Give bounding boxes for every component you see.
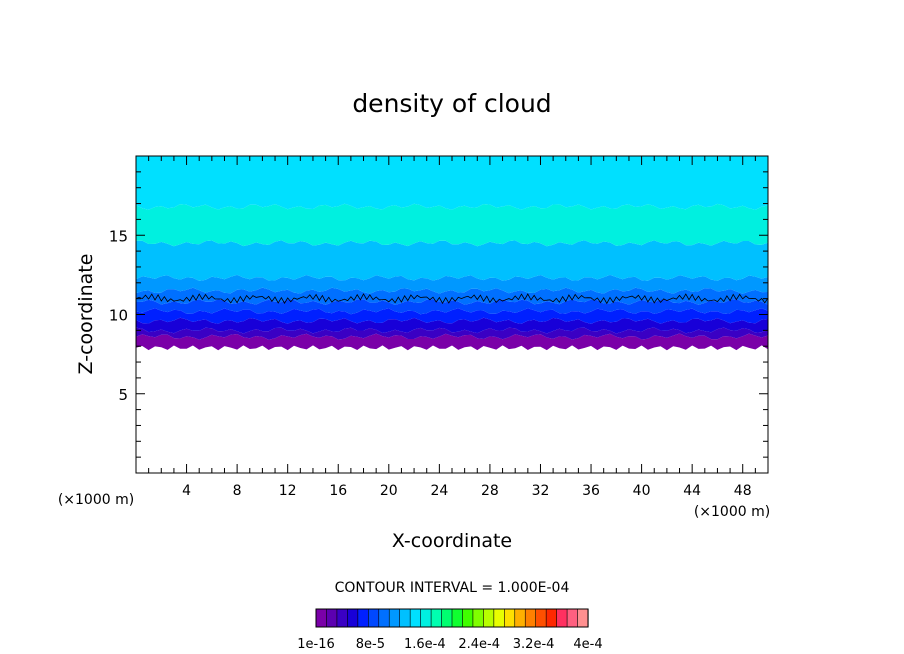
cloud-layer-band xyxy=(136,287,768,305)
colorbar-label: 1e-16 xyxy=(297,637,335,652)
contour-interval-label: CONTOUR INTERVAL = 1.000E-04 xyxy=(335,580,570,596)
x-tick-label: 36 xyxy=(582,483,600,499)
colorbar-swatch xyxy=(545,608,558,628)
x-tick-label: 44 xyxy=(683,483,701,499)
x-tick-label: 48 xyxy=(734,483,752,499)
x-tick-label: 24 xyxy=(430,483,448,499)
cloud-layer-band xyxy=(136,327,768,340)
cloud-layer-band xyxy=(136,240,768,281)
colorbar-label: 8e-5 xyxy=(356,637,385,652)
colorbar-swatch xyxy=(399,608,411,628)
colorbar-swatch xyxy=(462,608,474,628)
cloud-layer-band xyxy=(136,203,768,247)
x-tick-label: 28 xyxy=(481,483,499,499)
colorbar-swatch xyxy=(420,608,432,628)
y-tick-label: 10 xyxy=(109,307,128,325)
x-unit-label: (×1000 m) xyxy=(694,504,770,520)
colorbar-swatch xyxy=(504,608,516,628)
cloud-layer-band xyxy=(136,274,768,294)
colorbar-swatch xyxy=(493,608,505,628)
colorbar-swatch xyxy=(336,608,348,628)
colorbar-swatch xyxy=(315,608,328,628)
y-tick-label: 5 xyxy=(118,386,128,404)
y-axis-label: Z-coordinate xyxy=(75,254,97,375)
x-tick-label: 20 xyxy=(380,483,398,499)
colorbar-label: 3.2e-4 xyxy=(513,637,555,652)
y-unit-label: (×1000 m) xyxy=(58,492,134,508)
colorbar-swatch xyxy=(430,608,443,628)
x-tick-label: 16 xyxy=(329,483,347,499)
cloud-layer-band xyxy=(136,308,768,324)
colorbar-swatch xyxy=(472,608,484,628)
cloud-layer-band xyxy=(136,156,768,210)
colorbar-frame xyxy=(315,608,589,628)
colorbar-swatch xyxy=(409,608,422,628)
contour-line xyxy=(135,293,769,305)
cloud-layer-band xyxy=(136,299,768,315)
colorbar-swatch xyxy=(483,608,495,628)
colorbar-swatch xyxy=(556,608,568,628)
chart-title: density of cloud xyxy=(352,89,551,118)
colorbar-swatch xyxy=(368,608,380,628)
colorbar-swatch xyxy=(326,608,338,628)
y-tick-label: 15 xyxy=(109,227,128,245)
colorbar-swatch xyxy=(441,608,453,628)
colorbar-swatch xyxy=(388,608,401,628)
colorbar-swatch xyxy=(566,608,579,628)
colorbar-swatch xyxy=(451,608,464,628)
colorbar-swatch xyxy=(347,608,359,628)
colorbar-swatch xyxy=(378,608,390,628)
cloud-layer-band xyxy=(136,333,768,351)
x-axis: 4 8 12 16 20 24 28 32 36 40 44 48 xyxy=(148,156,756,499)
colorbar-swatch xyxy=(535,608,547,628)
x-tick-label: 12 xyxy=(279,483,297,499)
colorbar-swatch xyxy=(357,608,369,628)
x-tick-label: 32 xyxy=(532,483,550,499)
colorbar-swatch xyxy=(577,608,589,628)
x-axis-label: X-coordinate xyxy=(392,530,512,552)
colorbar xyxy=(315,608,589,628)
x-tick-label: 40 xyxy=(633,483,651,499)
colorbar-swatch xyxy=(514,608,526,628)
y-axis: 5 10 15 xyxy=(109,171,768,458)
colorbar-labels: 1e-16 8e-5 1.6e-4 2.4e-4 3.2e-4 4e-4 xyxy=(297,637,602,652)
x-tick-label: 4 xyxy=(182,483,191,499)
x-tick-label: 8 xyxy=(233,483,242,499)
cloud-density-field xyxy=(135,156,769,351)
colorbar-label: 1.6e-4 xyxy=(404,637,446,652)
colorbar-swatch xyxy=(524,608,537,628)
colorbar-label: 4e-4 xyxy=(573,637,602,652)
colorbar-label: 2.4e-4 xyxy=(458,637,500,652)
cloud-layer-band xyxy=(136,317,768,334)
